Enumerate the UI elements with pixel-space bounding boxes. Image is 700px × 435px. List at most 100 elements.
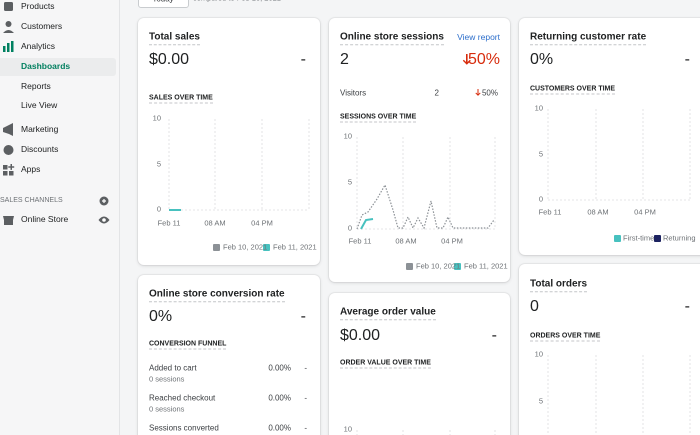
card bbox=[519, 264, 700, 435]
metric-value: 0% bbox=[149, 307, 173, 325]
section-heading: ORDER VALUE OVER TIME bbox=[340, 359, 431, 369]
funnel-step: Reached checkout bbox=[149, 393, 216, 403]
comparison-text: compared to Feb 10, 2021 bbox=[193, 0, 281, 3]
icon-customers bbox=[3, 30, 14, 33]
y-tick-label: 10 bbox=[343, 424, 352, 434]
section-heading: ORDERS OVER TIME bbox=[530, 332, 601, 342]
sidebar bbox=[0, 0, 120, 435]
nav-item[interactable]: Apps bbox=[21, 164, 41, 175]
section-heading: SESSIONS OVER TIME bbox=[340, 113, 417, 123]
y-tick-label: 0 bbox=[538, 194, 543, 204]
y-tick-label: 0 bbox=[156, 204, 161, 214]
card bbox=[138, 18, 320, 265]
section-heading: SALES OVER TIME bbox=[149, 94, 213, 104]
legend-label: First-time bbox=[623, 233, 655, 243]
x-tick-label: 04 PM bbox=[634, 207, 656, 217]
card-title: Online store sessions bbox=[340, 31, 444, 45]
y-tick-label: 5 bbox=[156, 159, 161, 169]
card-title: Total sales bbox=[149, 31, 200, 45]
y-tick-label: 10 bbox=[343, 131, 352, 141]
plus-glyph bbox=[102, 199, 106, 203]
metric-change: - bbox=[684, 50, 690, 68]
y-tick-label: 0 bbox=[347, 223, 352, 233]
nav-item[interactable]: Analytics bbox=[21, 41, 56, 52]
nav-item[interactable]: Reports bbox=[21, 81, 51, 92]
funnel-step: Sessions converted bbox=[149, 423, 219, 433]
metric-label: Visitors bbox=[340, 88, 367, 98]
legend-swatches bbox=[213, 235, 661, 270]
date-button-label[interactable]: Today bbox=[152, 0, 173, 4]
icon-apps bbox=[3, 164, 15, 176]
section-heading: CUSTOMERS OVER TIME bbox=[530, 85, 616, 95]
y-tick-label: 10 bbox=[152, 113, 161, 123]
x-tick-label: 08 AM bbox=[395, 236, 417, 246]
view-report-link[interactable]: View report bbox=[457, 32, 500, 43]
metric-value: $0.00 bbox=[340, 326, 381, 344]
metric-change: 50% bbox=[481, 88, 498, 98]
metric-change: 50% bbox=[467, 50, 500, 68]
icon-products bbox=[4, 2, 13, 11]
y-tick-label: 10 bbox=[534, 349, 543, 359]
legend-label: Feb 10, 2021 bbox=[223, 242, 268, 252]
card-title: Online store conversion rate bbox=[149, 288, 285, 302]
down-arrows bbox=[462, 54, 481, 96]
metric-value: 0% bbox=[530, 50, 554, 68]
funnel-sessions: 0 sessions bbox=[149, 404, 185, 414]
nav-item[interactable]: Dashboards bbox=[21, 61, 71, 72]
x-tick-label: Feb 11 bbox=[538, 207, 562, 217]
section-label: SALES CHANNELS bbox=[0, 196, 63, 204]
x-tick-label: 04 PM bbox=[441, 236, 463, 246]
date-button[interactable] bbox=[138, 0, 189, 8]
funnel-change: - bbox=[304, 423, 307, 433]
legend-label: Returning bbox=[663, 233, 696, 243]
nav-item[interactable]: Customers bbox=[21, 21, 63, 32]
metric-change: - bbox=[300, 307, 306, 325]
card-title: Returning customer rate bbox=[530, 31, 647, 45]
icon-store bbox=[3, 216, 14, 225]
metric-value: 0 bbox=[530, 297, 539, 315]
metric-value: 2 bbox=[340, 50, 349, 68]
funnel-sessions: 0 sessions bbox=[149, 374, 185, 384]
x-tick-label: 08 AM bbox=[204, 218, 226, 228]
nav-item[interactable]: Discounts bbox=[21, 144, 59, 155]
funnel-rate: 0.00% bbox=[268, 393, 291, 403]
metric-value: 2 bbox=[434, 88, 439, 98]
funnel-rate: 0.00% bbox=[268, 423, 291, 433]
section-heading: CONVERSION FUNNEL bbox=[149, 340, 227, 350]
icon-discounts bbox=[3, 145, 14, 155]
x-tick-label: 04 PM bbox=[251, 218, 273, 228]
nav-icons bbox=[3, 2, 110, 225]
chart-grid bbox=[168, 109, 691, 435]
card bbox=[329, 293, 510, 435]
icon-analytics bbox=[3, 41, 14, 52]
eye-pupil bbox=[102, 218, 106, 222]
metric-change: - bbox=[684, 297, 690, 315]
icon-marketing bbox=[3, 123, 13, 136]
nav-item[interactable]: Live View bbox=[21, 100, 58, 111]
funnel-rate: 0.00% bbox=[268, 363, 291, 373]
card bbox=[519, 18, 700, 255]
card bbox=[329, 18, 510, 282]
metric-change: - bbox=[491, 326, 497, 344]
y-tick-label: 5 bbox=[347, 177, 352, 187]
metric-change: - bbox=[300, 50, 306, 68]
legend-label: Feb 11, 2021 bbox=[464, 261, 508, 271]
x-tick-label: Feb 11 bbox=[157, 218, 181, 228]
card-title: Total orders bbox=[530, 278, 588, 292]
y-tick-label: 5 bbox=[538, 149, 543, 159]
funnel-change: - bbox=[304, 393, 307, 403]
nav-item[interactable]: Online Store bbox=[21, 214, 69, 225]
chart-line bbox=[360, 218, 374, 230]
nav-item[interactable]: Products bbox=[21, 1, 55, 12]
icon-customers bbox=[5, 21, 12, 27]
y-tick-label: 5 bbox=[538, 396, 543, 406]
metric-value: $0.00 bbox=[149, 50, 190, 68]
legend-label: Feb 11, 2021 bbox=[273, 242, 317, 252]
legend-label: Feb 10, 2021 bbox=[416, 261, 461, 271]
x-tick-label: 08 AM bbox=[587, 207, 609, 217]
nav-item[interactable]: Marketing bbox=[21, 124, 59, 135]
card-title: Average order value bbox=[340, 306, 436, 320]
funnel-step: Added to cart bbox=[149, 363, 197, 373]
